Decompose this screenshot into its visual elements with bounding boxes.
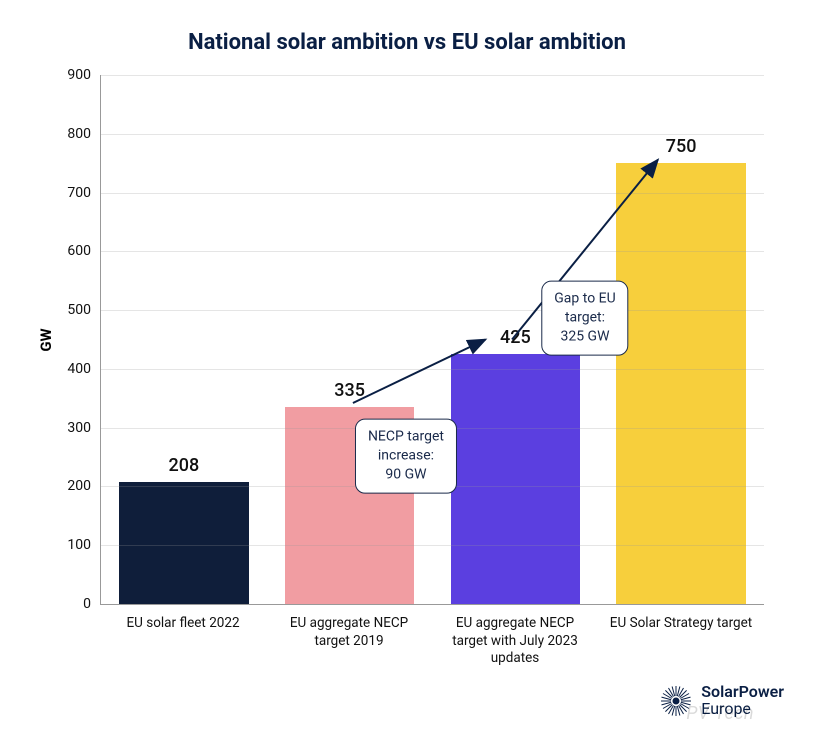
bar: 208 [119, 482, 248, 604]
ytick-label: 800 [67, 126, 101, 142]
grid-line [101, 134, 764, 135]
bar: 425 [451, 354, 580, 604]
grid-line [101, 193, 764, 194]
grid-line [101, 310, 764, 311]
logo: SolarPower Europe [659, 684, 784, 718]
chart-container: National solar ambition vs EU solar ambi… [0, 0, 814, 736]
x-tick-label: EU aggregate NECP target with July 2023 … [432, 615, 598, 668]
chart-title: National solar ambition vs EU solar ambi… [30, 30, 784, 55]
plot-area: GW 208335425750 010020030040050060070080… [100, 75, 764, 605]
bar-value-label: 750 [666, 136, 697, 157]
grid-line [101, 251, 764, 252]
bar-value-label: 335 [334, 380, 365, 401]
grid-line [101, 369, 764, 370]
ytick-label: 500 [67, 302, 101, 318]
x-axis-labels: EU solar fleet 2022EU aggregate NECP tar… [100, 615, 764, 668]
logo-icon [659, 684, 693, 718]
grid-line [101, 75, 764, 76]
ytick-label: 100 [67, 537, 101, 553]
ytick-label: 700 [67, 185, 101, 201]
bar: 750 [616, 163, 745, 604]
y-axis-label: GW [37, 328, 55, 351]
logo-text: SolarPower Europe [701, 684, 784, 718]
ytick-label: 900 [67, 67, 101, 83]
ytick-label: 300 [67, 420, 101, 436]
ytick-label: 400 [67, 361, 101, 377]
ytick-label: 0 [83, 596, 101, 612]
bar-value-label: 208 [169, 455, 200, 476]
bar-slot: 335 [267, 75, 433, 604]
bar-slot: 208 [101, 75, 267, 604]
x-tick-label: EU solar fleet 2022 [100, 615, 266, 668]
bars-group: 208 335 425 750 [101, 75, 764, 604]
x-tick-label: EU aggregate NECP target 2019 [266, 615, 432, 668]
callout: NECP targetincrease:90 GW [355, 419, 457, 494]
grid-line [101, 545, 764, 546]
ytick-label: 200 [67, 478, 101, 494]
x-tick-label: EU Solar Strategy target [598, 615, 764, 668]
ytick-label: 600 [67, 243, 101, 259]
logo-line2: Europe [701, 701, 784, 718]
bar-value-label: 425 [500, 327, 531, 348]
callout: Gap to EUtarget:325 GW [541, 281, 628, 356]
